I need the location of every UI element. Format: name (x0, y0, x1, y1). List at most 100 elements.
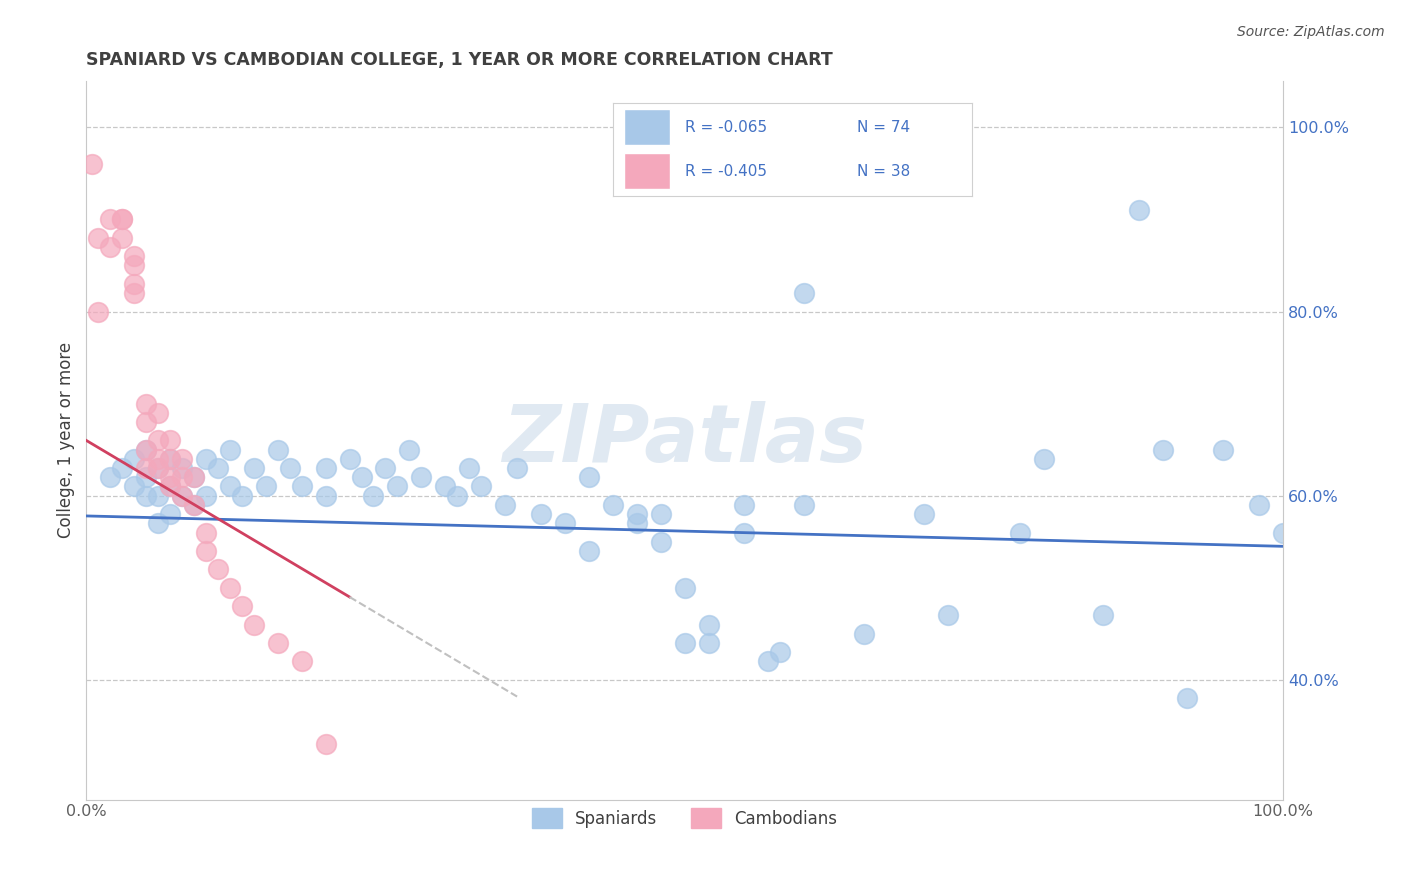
Text: SPANIARD VS CAMBODIAN COLLEGE, 1 YEAR OR MORE CORRELATION CHART: SPANIARD VS CAMBODIAN COLLEGE, 1 YEAR OR… (86, 51, 832, 69)
Point (758, 654, 780, 668)
Point (98, 212, 121, 227)
Point (159, 479, 181, 493)
Point (111, 212, 134, 227)
Point (650, 507, 672, 521)
Point (291, 654, 314, 668)
Point (135, 396, 157, 410)
Point (170, 489, 193, 503)
Point (470, 479, 492, 493)
Point (387, 479, 409, 493)
Point (194, 451, 217, 466)
Point (1175, 691, 1198, 706)
Point (626, 516, 648, 531)
Point (135, 442, 157, 457)
Point (87, 231, 110, 245)
Point (434, 479, 457, 493)
Point (530, 507, 553, 521)
Point (506, 461, 529, 475)
Point (398, 442, 420, 457)
Point (159, 479, 181, 493)
Point (146, 406, 169, 420)
Point (146, 434, 169, 448)
Point (1128, 203, 1150, 218)
Point (159, 470, 181, 484)
Point (243, 617, 266, 632)
Point (554, 516, 576, 531)
Point (626, 507, 648, 521)
Point (146, 451, 169, 466)
Point (159, 434, 181, 448)
Point (183, 470, 205, 484)
Point (122, 451, 145, 466)
Point (111, 231, 134, 245)
Point (194, 544, 217, 558)
Point (135, 470, 157, 484)
Point (1152, 442, 1174, 457)
Point (219, 581, 242, 595)
Point (1247, 498, 1270, 512)
Point (267, 636, 290, 650)
Point (122, 259, 145, 273)
Point (159, 451, 181, 466)
Point (697, 617, 720, 632)
Point (1212, 442, 1234, 457)
Point (793, 498, 815, 512)
Point (98, 470, 121, 484)
Point (1092, 608, 1115, 623)
Point (207, 562, 229, 576)
Point (1271, 525, 1294, 540)
Point (254, 479, 277, 493)
Point (183, 498, 205, 512)
Point (733, 525, 755, 540)
Point (315, 489, 337, 503)
Text: Source: ZipAtlas.com: Source: ZipAtlas.com (1237, 25, 1385, 39)
Point (111, 212, 134, 227)
Point (87, 304, 110, 318)
Point (219, 479, 242, 493)
Point (231, 489, 253, 503)
Point (170, 489, 193, 503)
Point (122, 249, 145, 263)
Point (82, 157, 104, 171)
Point (194, 525, 217, 540)
Point (146, 461, 169, 475)
Point (98, 240, 121, 254)
Point (170, 461, 193, 475)
Point (769, 645, 792, 659)
Point (912, 507, 935, 521)
Point (194, 489, 217, 503)
Text: ZIPatlas: ZIPatlas (502, 401, 868, 479)
Legend: Spaniards, Cambodians: Spaniards, Cambodians (526, 802, 844, 834)
Point (111, 461, 134, 475)
Point (673, 636, 696, 650)
Point (159, 451, 181, 466)
Point (135, 415, 157, 429)
Point (243, 461, 266, 475)
Point (170, 451, 193, 466)
Point (170, 470, 193, 484)
Point (135, 461, 157, 475)
Point (650, 534, 672, 549)
Point (673, 581, 696, 595)
Point (446, 489, 468, 503)
Point (146, 461, 169, 475)
Point (291, 479, 314, 493)
Point (578, 470, 600, 484)
Point (219, 442, 242, 457)
Point (494, 498, 516, 512)
Point (1032, 451, 1054, 466)
Point (122, 277, 145, 291)
Point (278, 461, 301, 475)
Point (207, 461, 229, 475)
Point (267, 442, 290, 457)
Point (853, 627, 876, 641)
Point (135, 489, 157, 503)
Point (458, 461, 481, 475)
Point (315, 461, 337, 475)
Point (793, 286, 815, 301)
Point (339, 451, 361, 466)
Point (733, 498, 755, 512)
Point (183, 498, 205, 512)
Point (135, 442, 157, 457)
Point (146, 516, 169, 531)
